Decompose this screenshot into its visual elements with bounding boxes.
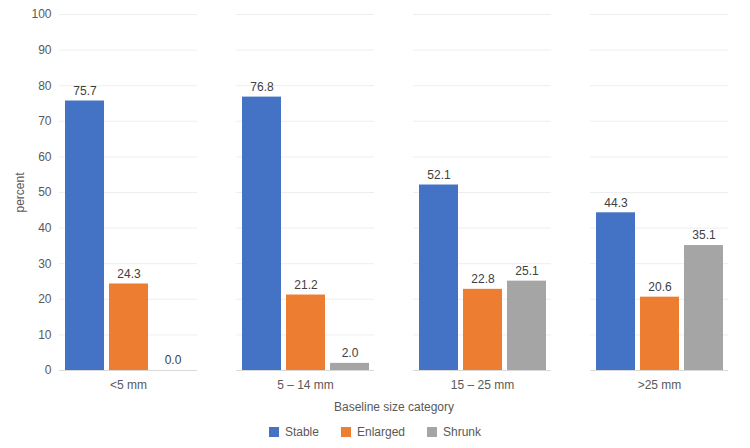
svg-text:25.1: 25.1 [515, 264, 539, 278]
svg-text:10: 10 [38, 328, 52, 342]
svg-text:52.1: 52.1 [427, 168, 451, 182]
svg-text:70: 70 [38, 114, 52, 128]
svg-text:21.2: 21.2 [294, 278, 318, 292]
html-text:Enlarged: Enlarged [357, 425, 405, 439]
svg-text:>25 mm: >25 mm [638, 378, 682, 392]
svg-text:35.1: 35.1 [692, 228, 716, 242]
svg-text:5 – 14 mm: 5 – 14 mm [277, 378, 334, 392]
svg-text:percent: percent [13, 172, 27, 213]
svg-text:75.7: 75.7 [73, 84, 97, 98]
svg-text:<5 mm: <5 mm [110, 378, 147, 392]
svg-text:90: 90 [38, 43, 52, 57]
svg-text:76.8: 76.8 [250, 80, 274, 94]
svg-text:50: 50 [38, 185, 52, 199]
html-text:Stable: Stable [284, 425, 319, 439]
svg-text:Baseline size category: Baseline size category [334, 400, 454, 414]
svg-text:24.3: 24.3 [117, 267, 141, 281]
svg-text:60: 60 [38, 150, 52, 164]
svg-text:20.6: 20.6 [648, 280, 672, 294]
svg-text:0.0: 0.0 [165, 353, 182, 367]
svg-text:40: 40 [38, 221, 52, 235]
svg-text:15 – 25 mm: 15 – 25 mm [451, 378, 514, 392]
svg-text:22.8: 22.8 [471, 272, 495, 286]
svg-text:2.0: 2.0 [342, 346, 359, 360]
svg-text:20: 20 [38, 292, 52, 306]
svg-text:0: 0 [45, 363, 52, 377]
svg-text:44.3: 44.3 [604, 196, 628, 210]
svg-text:100: 100 [31, 7, 51, 21]
svg-text:80: 80 [38, 79, 52, 93]
svg-text:30: 30 [38, 257, 52, 271]
html-text:Shrunk: Shrunk [443, 425, 481, 439]
